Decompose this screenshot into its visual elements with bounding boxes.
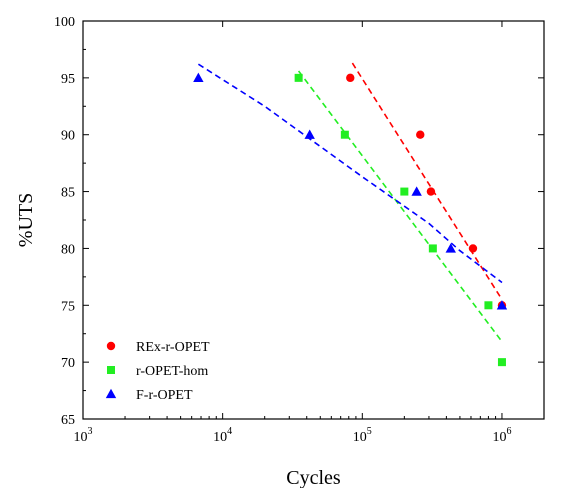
legend-marker-circle [106,341,116,351]
trend-line-1 [351,62,503,301]
legend-label: REx-r-OPET [136,340,210,355]
y-tick-label: 65 [61,413,75,428]
data-point-square [400,187,409,196]
legend-label: F-r-OPET [136,388,193,403]
trend-lines [197,62,503,343]
x-tick-label: 103 [74,426,93,445]
x-tick-label: 106 [492,426,511,445]
data-point-circle [426,187,436,196]
trend-line-3 [197,63,503,284]
legend-marker-triangle [105,388,117,399]
axis-ticks: 65 70 75 80 85 90 95 100 103 104 105 106 [54,15,545,445]
y-tick-label: 75 [61,299,75,314]
trend-line-2 [297,70,503,343]
x-tick-label: 104 [213,426,232,445]
legend: REx-r-OPET r-OPET-hom F-r-OPET [105,340,210,403]
y-tick-label: 80 [61,242,75,257]
data-point-circle [416,130,425,139]
data-point-triangle [496,300,508,310]
data-point-square [497,358,506,367]
data-point-square [428,244,437,253]
legend-label: r-OPET-hom [136,364,208,379]
data-point-square [340,130,349,139]
x-tick-label: 105 [353,426,372,445]
x-axis-label: Cycles [286,467,341,488]
y-tick-label: 70 [61,356,75,371]
data-point-square [294,73,303,82]
plot-frame [82,20,545,420]
data-point-triangle [193,72,204,83]
y-tick-label: 90 [61,129,75,144]
legend-marker-square [107,366,115,374]
y-tick-label: 85 [61,186,75,201]
data-point-triangle [304,129,315,139]
data-point-triangle [411,186,422,196]
y-tick-label: 95 [61,72,75,87]
data-points [193,72,508,367]
data-point-circle [468,244,478,253]
data-point-circle [346,73,355,83]
y-tick-label: 100 [54,15,75,30]
data-point-triangle [445,243,456,253]
data-point-square [484,301,493,310]
y-axis-label: %UTS [15,193,37,247]
